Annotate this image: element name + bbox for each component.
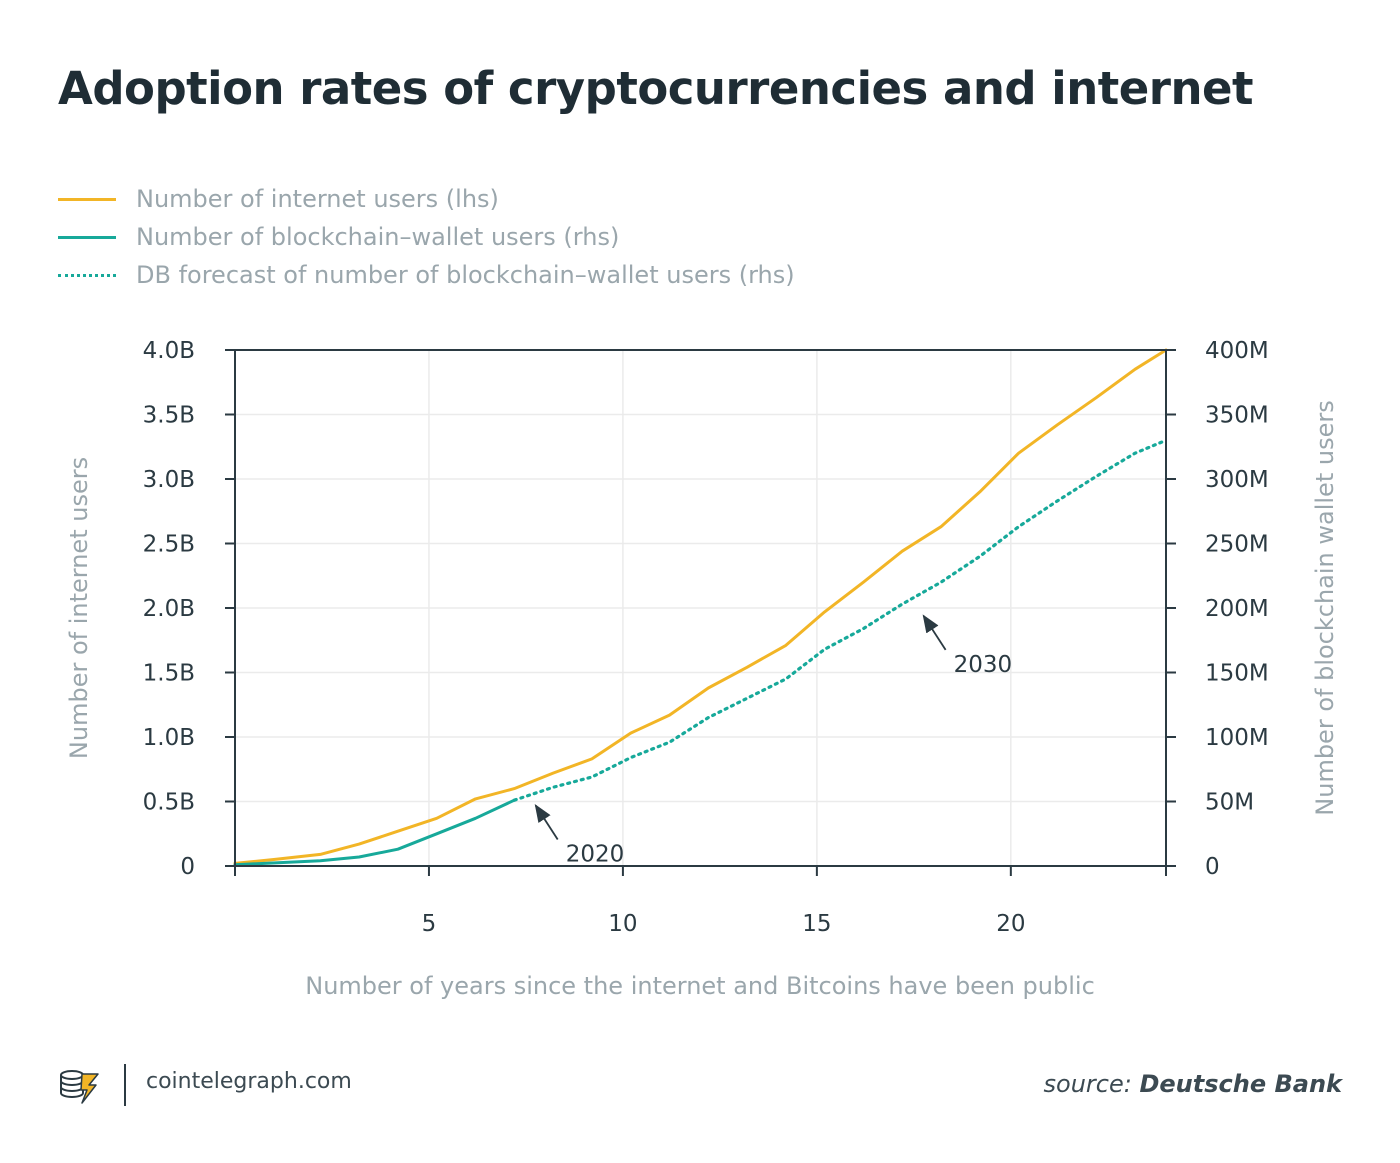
chart-axes xyxy=(225,349,1176,876)
chart-annotations: 2020 2030 xyxy=(534,614,1013,868)
tick-labels: 0 0 0.5B 50M 1.0B 100M 1.5B 150M 2.0B 200M 2.5B 250… xyxy=(143,338,1269,937)
y-tick-label-left: 0.5B xyxy=(143,790,195,816)
y-tick-label-right: 100M xyxy=(1205,725,1269,751)
legend-label-internet-users: Number of internet users (lhs) xyxy=(136,185,499,213)
legend-label-wallet-forecast: DB forecast of number of blockchain–wall… xyxy=(136,261,795,289)
source-prefix: source: xyxy=(1043,1070,1132,1098)
source-name: Deutsche Bank xyxy=(1139,1070,1342,1098)
y-tick-label-left: 1.0B xyxy=(143,725,195,751)
y-tick-label-left: 1.5B xyxy=(143,661,195,687)
x-tick-label: 5 xyxy=(422,911,437,937)
series-line-wallet-forecast xyxy=(512,438,1168,802)
y-tick-label-right: 50M xyxy=(1205,790,1254,816)
legend-item-wallet-users: Number of blockchain–wallet users (rhs) xyxy=(58,218,795,256)
y-tick-label-right: 400M xyxy=(1205,338,1269,364)
y-tick-label-left: 2.0B xyxy=(143,596,195,622)
series-line-wallet-users xyxy=(233,798,516,867)
footer-source: source: Deutsche Bank xyxy=(1044,1070,1342,1098)
annotation-arrow-2030 xyxy=(922,614,947,651)
y-tick-label-right: 150M xyxy=(1205,661,1269,687)
x-tick-label: 10 xyxy=(608,911,637,937)
cointelegraph-logo-icon xyxy=(60,1070,99,1104)
footer-site-name: cointelegraph.com xyxy=(146,1069,352,1094)
annotation-label-2030: 2030 xyxy=(954,652,1013,678)
legend-swatch-internet-users xyxy=(58,197,116,201)
y-tick-label-left: 3.5B xyxy=(143,403,195,429)
x-tick-label: 15 xyxy=(802,911,831,937)
y-tick-label-right: 350M xyxy=(1205,403,1269,429)
chart-series xyxy=(233,348,1168,867)
legend: Number of internet users (lhs) Number of… xyxy=(58,180,795,294)
y-tick-label-left: 2.5B xyxy=(143,532,195,558)
y-tick-label-right: 200M xyxy=(1205,596,1269,622)
y-tick-label-left: 0 xyxy=(180,854,195,880)
y-tick-label-left: 3.0B xyxy=(143,467,195,493)
footer-divider xyxy=(124,1064,126,1106)
x-axis-title: Number of years since the internet and B… xyxy=(305,972,1095,1000)
y-axis-title-right: Number of blockchain wallet users xyxy=(1311,400,1339,815)
chart-title: Adoption rates of cryptocurrencies and i… xyxy=(58,62,1254,115)
annotation-label-2020: 2020 xyxy=(566,842,625,868)
y-tick-label-left: 4.0B xyxy=(143,338,195,364)
y-axis-title-left: Number of internet users xyxy=(65,457,93,759)
y-tick-label-right: 300M xyxy=(1205,467,1269,493)
legend-swatch-wallet-users xyxy=(58,235,116,239)
y-tick-label-right: 250M xyxy=(1205,532,1269,558)
legend-swatch-wallet-forecast xyxy=(58,273,116,277)
series-line-internet-users xyxy=(233,348,1168,865)
x-tick-label: 20 xyxy=(996,911,1025,937)
y-tick-label-right: 0 xyxy=(1205,854,1220,880)
grid-lines xyxy=(235,349,1166,866)
legend-item-wallet-forecast: DB forecast of number of blockchain–wall… xyxy=(58,256,795,294)
annotation-arrow-2020 xyxy=(534,803,559,840)
legend-label-wallet-users: Number of blockchain–wallet users (rhs) xyxy=(136,223,620,251)
legend-item-internet-users: Number of internet users (lhs) xyxy=(58,180,795,218)
